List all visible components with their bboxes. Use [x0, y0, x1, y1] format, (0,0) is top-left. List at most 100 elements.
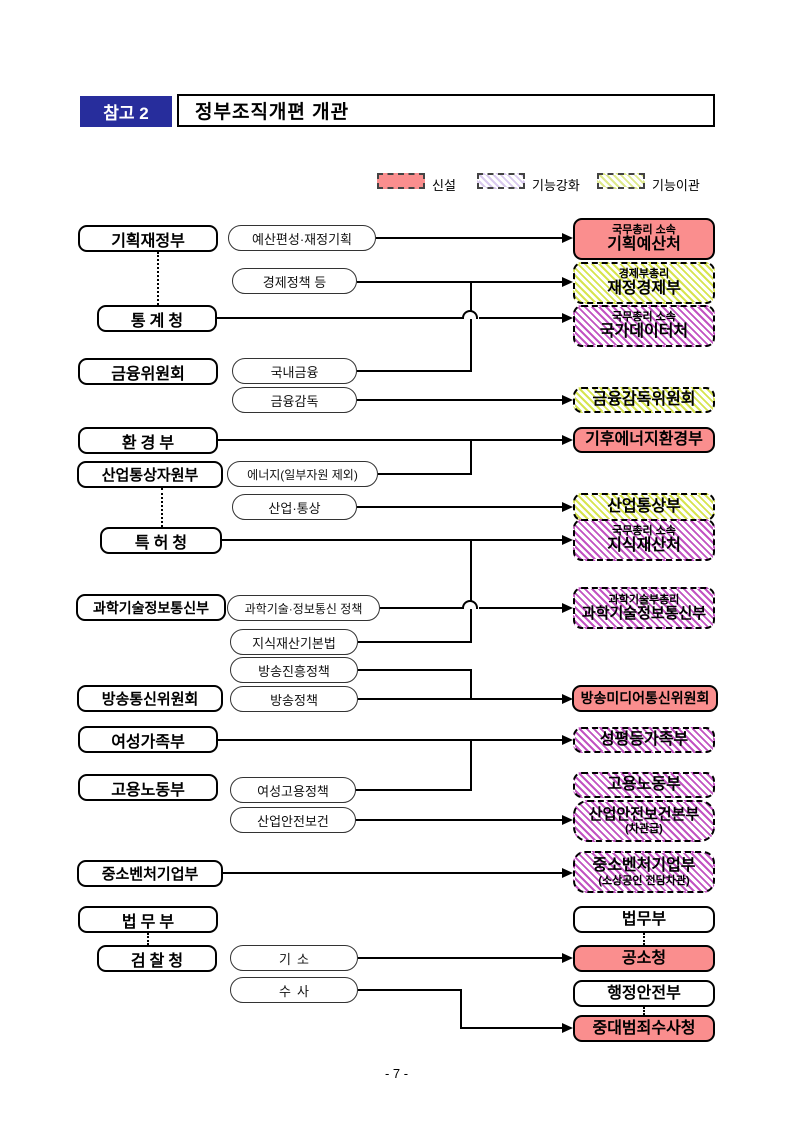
right-box-industry-trade-ministry: 산업통상부	[573, 493, 715, 521]
dotted-connector	[643, 933, 645, 945]
arrowhead-icon	[562, 603, 573, 613]
arrowhead-icon	[562, 953, 573, 963]
oval-broadcast-promotion-policy: 방송진흥정책	[230, 657, 358, 683]
org-label: 기후에너지환경부	[585, 431, 703, 449]
right-box-planning-budget-office: 국무총리 소속 기획예산처	[573, 218, 715, 260]
connector-line	[357, 506, 563, 508]
arrowhead-icon	[562, 535, 573, 545]
connector-line	[470, 739, 472, 791]
right-box-intellectual-property-office: 국무총리 소속 지식재산처	[573, 519, 715, 561]
org-label: 고용노동부	[607, 776, 681, 794]
oval-investigation: 수사	[230, 977, 358, 1003]
arrowhead-icon	[562, 233, 573, 243]
connector-line	[460, 1027, 563, 1029]
right-box-financial-supervisory-commission: 금융감독위원회	[573, 387, 715, 413]
connector-line	[479, 607, 563, 609]
left-box-statistics-korea: 통계청	[97, 305, 217, 332]
org-label: 지식재산처	[607, 537, 681, 555]
oval-domestic-finance: 국내금융	[232, 358, 357, 384]
dotted-connector	[161, 488, 163, 527]
org-note: (차관급)	[625, 823, 663, 836]
connector-line	[470, 539, 472, 643]
affiliation-label: 국무총리 소속	[612, 224, 676, 237]
connector-line	[218, 739, 563, 741]
dotted-connector	[147, 933, 149, 945]
oval-scitech-ict-policy: 과학기술·정보통신 정책	[227, 595, 380, 621]
org-label: 국가데이터처	[599, 323, 689, 341]
legend-swatch-new	[377, 173, 425, 189]
affiliation-label: 과학기술부총리	[608, 593, 680, 606]
oval-industrial-safety-health: 산업안전보건	[230, 807, 356, 833]
left-box-smes-startups: 중소벤처기업부	[77, 860, 223, 887]
right-box-science-ict-ministry: 과학기술부총리 과학기술정보통신부	[573, 587, 715, 629]
connector-line	[479, 317, 563, 319]
oval-indictment: 기소	[230, 945, 358, 971]
org-label: 산업안전보건본부	[588, 805, 700, 823]
connector-line	[358, 669, 472, 671]
left-box-science-ict: 과학기술정보통신부	[76, 594, 226, 621]
legend-label-strengthen: 기능강화	[532, 178, 580, 193]
arrowhead-icon	[562, 1023, 573, 1033]
connector-line	[217, 317, 464, 319]
connector-line	[358, 957, 563, 959]
right-box-employment-labor: 고용노동부	[573, 772, 715, 798]
org-label: 기획예산처	[607, 236, 681, 254]
oval-energy: 에너지(일부자원 제외)	[227, 461, 378, 487]
right-box-smes-ventures: 중소벤처기업부 (소상공인 전담차관)	[573, 851, 715, 893]
connector-line	[358, 698, 563, 700]
connector-line	[358, 989, 462, 991]
right-box-climate-energy-environment: 기후에너지환경부	[573, 427, 715, 453]
right-box-national-data-office: 국무총리 소속 국가데이터처	[573, 305, 715, 347]
left-box-industry-trade-energy: 산업통상자원부	[77, 461, 223, 488]
legend-label-new: 신설	[432, 178, 456, 193]
legend-swatch-transfer	[597, 173, 645, 189]
org-label: 재정경제부	[607, 280, 681, 298]
left-box-gender-family: 여성가족부	[78, 726, 218, 753]
connector-line	[470, 439, 472, 475]
legend-swatch-strengthen	[477, 173, 525, 189]
org-label: 법무부	[621, 910, 667, 928]
right-box-industrial-safety-health-hq: 산업안전보건본부 (차관급)	[573, 800, 715, 842]
connector-line	[460, 989, 462, 1029]
connector-line	[218, 439, 563, 441]
left-box-patent-office: 특허청	[100, 527, 222, 554]
org-note: (소상공인 전담차관)	[598, 874, 690, 887]
arrowhead-icon	[562, 502, 573, 512]
page-title: 정부조직개편 개관	[177, 94, 715, 127]
line-hop	[462, 310, 478, 319]
connector-line	[358, 641, 472, 643]
arrowhead-icon	[562, 735, 573, 745]
line-hop	[462, 600, 478, 609]
affiliation-label: 국무총리 소속	[612, 525, 676, 538]
connector-line	[355, 819, 563, 821]
right-box-serious-crime-investigation: 중대범죄수사청	[573, 1015, 715, 1042]
oval-ip-framework-act: 지식재산기본법	[230, 629, 358, 655]
oval-budget-fiscal-planning: 예산편성·재정기획	[228, 225, 376, 251]
org-label: 행정안전부	[607, 984, 681, 1002]
page-number: - 7 -	[384, 1066, 409, 1081]
connector-line	[378, 473, 472, 475]
legend-label-transfer: 기능이관	[652, 178, 700, 193]
connector-line	[357, 281, 563, 283]
org-label: 과학기술정보통신부	[581, 604, 707, 622]
right-box-gender-equality-family: 성평등가족부	[573, 727, 715, 753]
org-label: 산업통상부	[607, 498, 681, 516]
oval-industry-trade: 산업·통상	[232, 494, 357, 520]
arrowhead-icon	[562, 815, 573, 825]
left-box-broadcast-comm-commission: 방송통신위원회	[77, 685, 223, 712]
connector-line	[357, 399, 563, 401]
org-label: 공소청	[621, 949, 667, 967]
left-box-financial-services-commission: 금융위원회	[78, 358, 218, 385]
org-label: 중소벤처기업부	[592, 857, 696, 875]
org-label: 금융감독위원회	[592, 391, 696, 409]
left-box-prosecution-service: 검찰청	[97, 945, 217, 972]
arrowhead-icon	[562, 694, 573, 704]
connector-line	[470, 669, 472, 700]
left-box-justice: 법무부	[78, 906, 218, 933]
oval-broadcast-policy: 방송정책	[230, 686, 358, 712]
left-box-environment: 환경부	[78, 427, 218, 454]
affiliation-label: 국무총리 소속	[612, 311, 676, 324]
connector-line	[222, 872, 563, 874]
right-box-justice: 법무부	[573, 906, 715, 933]
right-box-broadcast-media-comm-commission: 방송미디어통신위원회	[572, 685, 718, 712]
